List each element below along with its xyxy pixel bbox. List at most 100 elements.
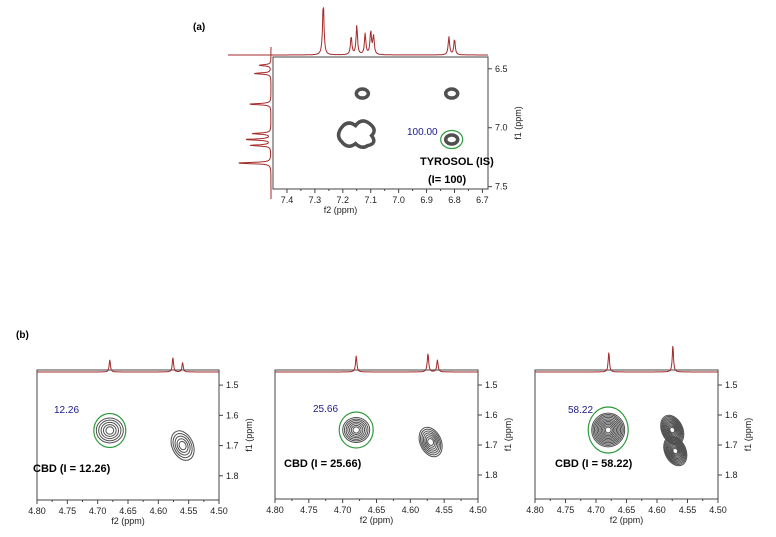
- contour-ring: [342, 417, 371, 443]
- x-tick-label: 4.80: [526, 505, 544, 515]
- x-tick-label: 7.2: [337, 195, 350, 205]
- contour-peak: [443, 87, 460, 100]
- contour-ring: [425, 436, 436, 448]
- x-tick-label: 6.7: [476, 195, 489, 205]
- y-tick-label: 7.0: [495, 123, 508, 133]
- contour-peak: [170, 430, 195, 461]
- contour-ring: [345, 420, 367, 440]
- x-tick-label: 4.60: [402, 505, 420, 515]
- y-axis-label: f1 (ppm): [513, 106, 523, 140]
- plot-frame: [534, 369, 719, 500]
- x-tick-label: 6.9: [420, 195, 433, 205]
- top-projection-spectrum: [275, 353, 478, 373]
- contour-peak: [342, 417, 371, 443]
- x-axis-label: f2 (ppm): [324, 205, 358, 215]
- contour-ring: [596, 418, 620, 442]
- contour-peak: [443, 133, 460, 146]
- x-tick-label: 4.65: [618, 505, 636, 515]
- x-axis-label: f2 (ppm): [360, 515, 394, 525]
- contour-peak: [95, 417, 124, 444]
- x-tick-label: 4.80: [28, 506, 46, 516]
- x-tick-label: 7.1: [364, 195, 377, 205]
- contour-ring: [174, 435, 191, 456]
- x-tick-label: 7.3: [309, 195, 322, 205]
- contour-ring: [172, 432, 193, 459]
- y-tick-label: 1.5: [226, 380, 239, 390]
- plot-frame: [36, 369, 220, 501]
- y-tick-label: 1.5: [485, 380, 498, 390]
- contour-ring: [343, 418, 369, 442]
- contour-ring: [600, 422, 616, 438]
- y-axis-label: f1 (ppm): [244, 418, 254, 452]
- contour-ring: [103, 424, 117, 437]
- y-tick-label: 1.7: [725, 440, 738, 450]
- x-tick-label: 4.75: [557, 505, 575, 515]
- contour-ring: [670, 445, 681, 457]
- side-projection-spectrum: [238, 47, 272, 199]
- contour-ring: [176, 438, 189, 453]
- plot-frame: [272, 56, 489, 190]
- x-axis-label: f2 (ppm): [111, 516, 145, 526]
- x-tick-label: 4.55: [180, 506, 198, 516]
- contour-peak: [663, 435, 688, 467]
- contour-ring: [418, 426, 443, 458]
- contour-ring: [603, 425, 613, 435]
- contour-ring: [669, 426, 676, 434]
- y-tick-label: 1.6: [226, 410, 239, 420]
- contour-ring: [421, 430, 440, 454]
- contour-ring: [665, 439, 685, 463]
- integral-region-circle: [587, 406, 629, 454]
- contour-ring: [671, 446, 680, 456]
- contour-peak: [418, 426, 443, 458]
- chart-panel-3: 4.80 4.75 4.70 4.65 4.60 4.55 4.50 f2 (ppm) 1.5 1…: [266, 353, 513, 525]
- x-tick-label: 4.70: [89, 506, 107, 516]
- contour-ring: [95, 417, 124, 444]
- contour-ring: [443, 133, 460, 146]
- top-projection-spectrum: [37, 357, 219, 373]
- peak-annotation: (I= 100): [428, 174, 467, 186]
- chart-panel-1: 7.4 7.3 7.2 7.1 7.0 6.9 6.8 6.7 f2 (ppm) 6.5 7.0 7.…: [193, 7, 523, 215]
- contour-ring: [592, 414, 624, 446]
- contour-ring: [666, 423, 678, 437]
- peak-annotation: CBD (I = 25.66): [284, 458, 362, 470]
- x-tick-label: 4.55: [679, 505, 697, 515]
- integral-region-circle: [93, 412, 127, 449]
- x-tick-label: 4.60: [150, 506, 168, 516]
- y-tick-label: 1.8: [226, 471, 239, 481]
- panel-label: (b): [16, 330, 29, 341]
- contour-ring: [336, 119, 376, 149]
- y-tick-label: 1.6: [725, 410, 738, 420]
- contour-ring: [672, 447, 679, 455]
- y-tick-label: 1.7: [485, 440, 498, 450]
- y-tick-label: 1.7: [226, 441, 239, 451]
- contour-peak: [354, 87, 371, 100]
- contour-ring: [100, 421, 120, 440]
- integral-value-label: 100.00: [407, 127, 438, 138]
- integral-value-label: 25.66: [313, 404, 338, 415]
- contour-peak: [336, 119, 376, 149]
- integral-value-label: 12.26: [54, 405, 79, 416]
- x-tick-label: 4.75: [59, 506, 77, 516]
- contour-ring: [178, 440, 187, 451]
- contour-ring: [664, 436, 687, 466]
- contour-ring: [349, 423, 364, 437]
- contour-ring: [604, 426, 612, 434]
- x-tick-label: 4.80: [266, 505, 284, 515]
- contour-ring: [98, 419, 122, 442]
- x-tick-label: 4.55: [435, 505, 453, 515]
- contour-ring: [593, 415, 623, 445]
- x-tick-label: 4.65: [368, 505, 386, 515]
- integral-region-circle: [338, 411, 374, 449]
- contour-ring: [591, 412, 626, 448]
- contour-ring: [105, 426, 115, 435]
- y-tick-label: 6.5: [495, 64, 508, 74]
- x-tick-label: 4.50: [469, 505, 487, 515]
- contour-ring: [598, 419, 619, 441]
- contour-ring: [668, 442, 682, 460]
- contour-ring: [352, 426, 360, 434]
- contour-ring: [350, 424, 362, 436]
- contour-ring: [443, 87, 460, 100]
- contour-ring: [665, 438, 686, 464]
- contour-ring: [422, 432, 439, 452]
